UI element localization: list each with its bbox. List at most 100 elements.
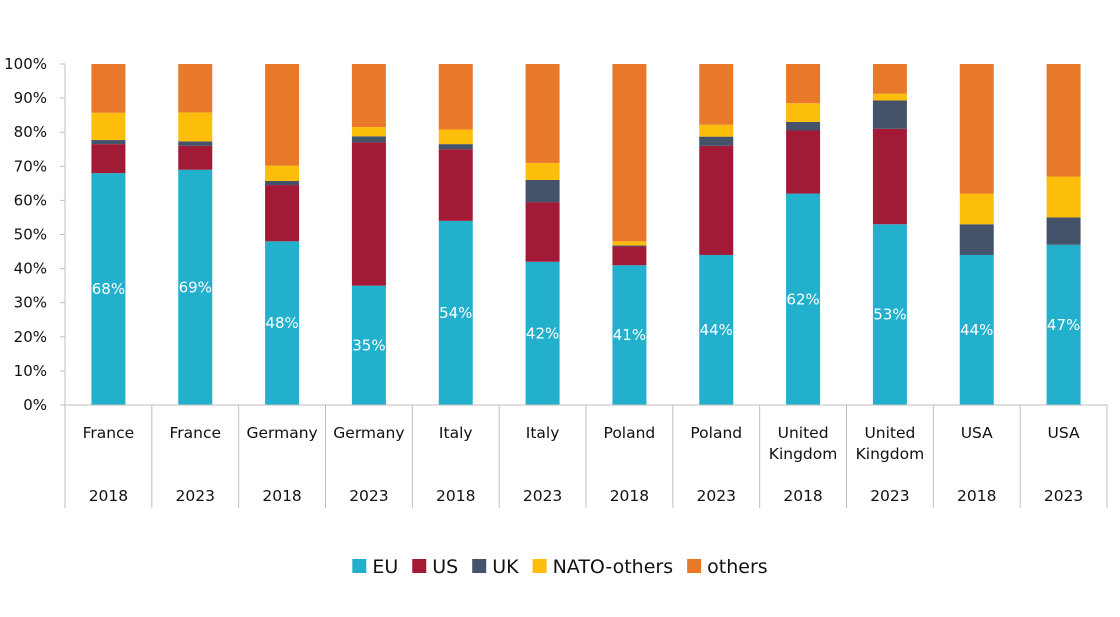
bar-segment-nato-others xyxy=(91,112,126,141)
x-category-label: Germany xyxy=(246,424,317,442)
bar-segment-nato-others xyxy=(959,193,994,225)
x-category-label: Kingdom xyxy=(856,445,925,463)
bar-segment-eu xyxy=(525,261,560,405)
bar-segment-nato-others xyxy=(786,103,821,122)
bar-segment-us xyxy=(612,246,647,266)
legend: EU US UK NATO-others others xyxy=(352,556,768,578)
bar-segment-eu xyxy=(351,285,386,405)
x-category-label: USA xyxy=(1048,424,1080,442)
x-category-label: Germany xyxy=(333,424,404,442)
bar-segment-uk xyxy=(1046,217,1081,245)
bar-segment-nato-others xyxy=(438,129,473,145)
bar-segment-uk xyxy=(525,179,560,203)
x-year-label: 2018 xyxy=(610,487,649,505)
x-year-label: 2023 xyxy=(349,487,388,505)
x-category-label: United xyxy=(778,424,829,442)
bar-segment-us xyxy=(91,144,126,174)
bar-segment-nato-others xyxy=(872,93,907,101)
y-tick-label: 80% xyxy=(14,123,47,141)
bar-segment-eu xyxy=(959,254,994,405)
bar-segment-eu xyxy=(612,265,647,405)
bar-segment-others xyxy=(786,64,821,104)
bar-segment-nato-others xyxy=(265,165,300,181)
legend-swatch xyxy=(532,559,547,573)
bar-segment-us xyxy=(178,145,213,170)
y-tick-label: 30% xyxy=(14,294,47,312)
bar-segment-us xyxy=(872,128,907,225)
bar-segment-others xyxy=(438,64,473,130)
y-tick-label: 70% xyxy=(14,157,47,175)
bar-segment-eu xyxy=(786,193,821,405)
data-label: 53% xyxy=(873,306,906,324)
legend-swatch xyxy=(687,559,702,573)
data-label: 35% xyxy=(352,336,385,354)
data-label: 69% xyxy=(179,278,212,296)
data-label: 41% xyxy=(613,326,646,344)
bar-segment-uk xyxy=(612,245,647,247)
bar-segment-nato-others xyxy=(525,162,560,180)
bar-segment-others xyxy=(872,64,907,94)
x-category-label: France xyxy=(83,424,135,442)
bar-segment-nato-others xyxy=(612,241,647,246)
y-tick-label: 20% xyxy=(14,328,47,346)
bar-segment-eu xyxy=(178,169,213,405)
bars xyxy=(91,64,1081,405)
bar-segment-others xyxy=(178,64,213,113)
bar-segment-eu xyxy=(1046,244,1081,405)
x-category-label: France xyxy=(169,424,221,442)
x-category-label: Italy xyxy=(526,424,560,442)
y-tick-label: 100% xyxy=(4,55,47,73)
data-label: 62% xyxy=(786,290,819,308)
x-year-label: 2023 xyxy=(870,487,909,505)
bar-segment-eu xyxy=(438,220,473,405)
bar-segment-others xyxy=(525,64,560,163)
bar-segment-uk xyxy=(438,144,473,150)
x-year-label: 2023 xyxy=(176,487,215,505)
bar-segment-nato-others xyxy=(178,112,213,142)
bar-segment-nato-others xyxy=(1046,176,1081,218)
bar-segment-us xyxy=(699,145,734,255)
bar-segment-uk xyxy=(959,224,994,255)
data-label: 44% xyxy=(960,321,993,339)
data-label: 42% xyxy=(526,324,559,342)
x-year-label: 2018 xyxy=(436,487,475,505)
y-tick-label: 40% xyxy=(14,260,47,278)
bar-segment-us xyxy=(525,202,560,262)
x-year-label: 2018 xyxy=(89,487,128,505)
bar-segment-others xyxy=(699,64,734,125)
x-category-label: Poland xyxy=(690,424,742,442)
x-axis: France 2018 France 2023 Germany 2018 Germany 20… xyxy=(64,404,1108,508)
bar-segment-eu xyxy=(699,254,734,405)
bar-segment-eu xyxy=(91,173,126,405)
x-year-label: 2023 xyxy=(523,487,562,505)
legend-swatch xyxy=(412,559,427,573)
bar-segment-us xyxy=(265,185,300,242)
bar-segment-others xyxy=(265,64,300,166)
bar-segment-uk xyxy=(351,136,386,143)
bar-segment-uk xyxy=(872,100,907,129)
legend-entry: NATO-others xyxy=(553,556,674,578)
data-label: 54% xyxy=(439,304,472,322)
y-tick-label: 60% xyxy=(14,191,47,209)
data-label: 47% xyxy=(1047,316,1080,334)
legend-entry: US xyxy=(432,556,458,578)
x-year-label: 2018 xyxy=(783,487,822,505)
bar-segment-nato-others xyxy=(699,124,734,137)
x-category-label: USA xyxy=(961,424,993,442)
bar-segment-others xyxy=(612,64,647,242)
data-label: 48% xyxy=(265,314,298,332)
bar-segment-others xyxy=(1046,64,1081,177)
bar-segment-nato-others xyxy=(351,127,386,137)
data-label: 44% xyxy=(700,321,733,339)
bar-segment-uk xyxy=(786,121,821,131)
y-tick-label: 50% xyxy=(14,226,47,244)
legend-swatch xyxy=(352,559,367,573)
x-category-label: Poland xyxy=(604,424,656,442)
legend-entry: others xyxy=(707,556,768,578)
bar-segment-us xyxy=(351,142,386,286)
bar-segment-others xyxy=(91,64,126,113)
bar-segment-eu xyxy=(265,241,300,405)
legend-entry: UK xyxy=(492,556,519,578)
bar-segment-others xyxy=(351,64,386,128)
